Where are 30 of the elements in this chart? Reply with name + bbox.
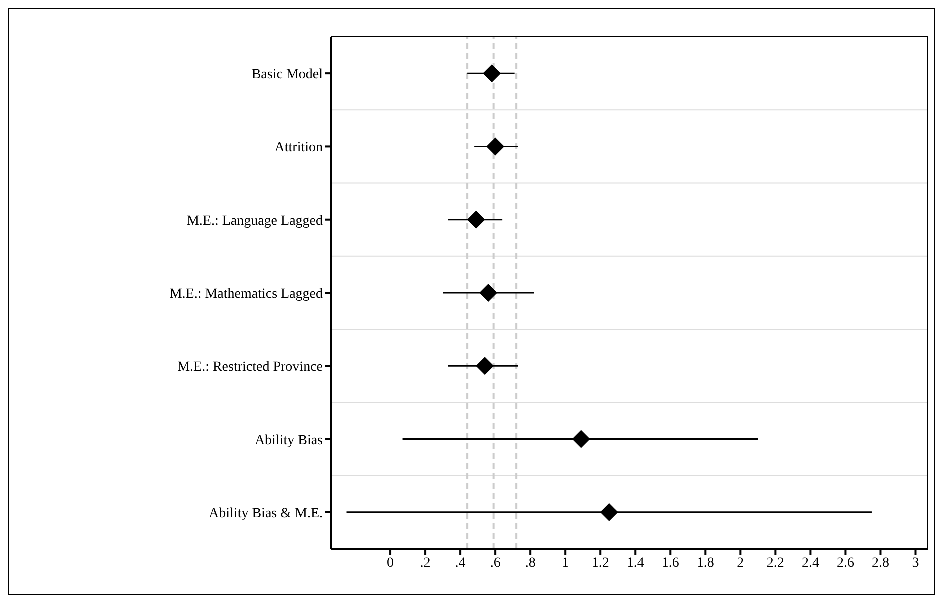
y-tick-label: Ability Bias — [254, 433, 323, 448]
x-tick-label: 3 — [912, 556, 920, 571]
x-tick-label: 2.4 — [802, 556, 820, 571]
point — [480, 284, 498, 302]
y-tick-label: Basic Model — [252, 68, 324, 83]
x-tick-label: 1.2 — [592, 556, 610, 571]
x-tick-label: 2.2 — [766, 556, 784, 571]
x-tick-label: 2 — [737, 556, 744, 571]
point — [572, 430, 590, 448]
x-tick-label: 2.6 — [836, 556, 854, 571]
x-tick-label: 1.4 — [626, 556, 644, 571]
y-tick-label: Ability Bias & M.E. — [209, 506, 323, 522]
x-tick-label: .4 — [455, 556, 466, 571]
point — [483, 64, 502, 83]
point — [476, 357, 494, 376]
point — [486, 138, 505, 156]
x-tick-label: .6 — [490, 556, 501, 571]
x-tick-label: 1 — [562, 556, 570, 571]
x-tick-label: 1.6 — [662, 556, 680, 571]
y-tick-label: M.E.: Language Lagged — [186, 214, 323, 229]
y-tick-label: M.E.: Restricted Province — [178, 360, 323, 376]
point — [600, 503, 618, 522]
y-tick-label: Attrition — [274, 140, 323, 156]
x-tick-label: 0 — [387, 556, 394, 571]
y-tick-label: M.E.: Mathematics Lagged — [170, 286, 323, 302]
x-tick-label: 1.8 — [696, 556, 714, 571]
x-tick-label: .2 — [420, 556, 431, 571]
x-tick-label: .8 — [525, 556, 536, 571]
x-tick-label: 2.8 — [872, 556, 890, 571]
point — [467, 210, 486, 229]
